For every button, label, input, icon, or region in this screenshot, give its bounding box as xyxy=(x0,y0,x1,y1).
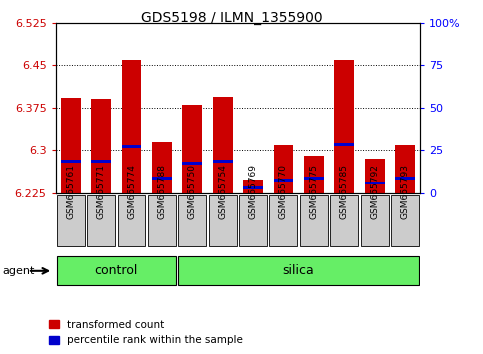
Bar xyxy=(365,159,384,193)
Bar xyxy=(273,179,293,182)
Text: GSM665785: GSM665785 xyxy=(340,164,349,219)
FancyBboxPatch shape xyxy=(391,195,419,246)
Bar xyxy=(61,98,81,193)
FancyBboxPatch shape xyxy=(270,195,298,246)
FancyBboxPatch shape xyxy=(57,256,176,285)
Bar xyxy=(334,143,354,146)
Text: GSM665750: GSM665750 xyxy=(188,164,197,219)
Bar xyxy=(213,160,232,163)
Text: GSM665771: GSM665771 xyxy=(97,164,106,219)
Text: control: control xyxy=(95,264,138,277)
Text: GSM665769: GSM665769 xyxy=(249,164,257,219)
FancyBboxPatch shape xyxy=(330,195,358,246)
FancyBboxPatch shape xyxy=(361,195,389,246)
Bar xyxy=(395,177,415,180)
Bar xyxy=(243,180,263,193)
Text: GSM665792: GSM665792 xyxy=(370,165,379,219)
FancyBboxPatch shape xyxy=(178,256,419,285)
Bar xyxy=(122,145,142,148)
Text: GSM665775: GSM665775 xyxy=(309,164,318,219)
FancyBboxPatch shape xyxy=(300,195,328,246)
Text: GSM665770: GSM665770 xyxy=(279,164,288,219)
Bar xyxy=(61,160,81,163)
FancyBboxPatch shape xyxy=(117,195,145,246)
FancyBboxPatch shape xyxy=(209,195,237,246)
Bar xyxy=(304,177,324,180)
Text: GSM665793: GSM665793 xyxy=(400,164,410,219)
Bar xyxy=(304,156,324,193)
Legend: transformed count, percentile rank within the sample: transformed count, percentile rank withi… xyxy=(49,320,243,345)
Bar xyxy=(395,145,415,193)
Bar xyxy=(183,105,202,193)
Bar xyxy=(273,145,293,193)
Text: GSM665774: GSM665774 xyxy=(127,165,136,219)
Bar xyxy=(152,177,172,180)
Bar xyxy=(91,160,111,163)
Text: GSM665754: GSM665754 xyxy=(218,165,227,219)
Text: GSM665761: GSM665761 xyxy=(66,164,75,219)
Bar xyxy=(243,186,263,189)
FancyBboxPatch shape xyxy=(57,195,85,246)
FancyBboxPatch shape xyxy=(148,195,176,246)
Bar xyxy=(152,142,172,193)
Text: silica: silica xyxy=(283,264,314,277)
Bar xyxy=(365,182,384,184)
Bar xyxy=(334,60,354,193)
Bar xyxy=(122,60,142,193)
Text: GDS5198 / ILMN_1355900: GDS5198 / ILMN_1355900 xyxy=(141,11,323,25)
Bar xyxy=(213,97,232,193)
Text: GSM665788: GSM665788 xyxy=(157,164,167,219)
Bar xyxy=(91,99,111,193)
FancyBboxPatch shape xyxy=(178,195,206,246)
FancyBboxPatch shape xyxy=(239,195,267,246)
Bar xyxy=(183,162,202,165)
FancyBboxPatch shape xyxy=(87,195,115,246)
Text: agent: agent xyxy=(2,266,35,276)
